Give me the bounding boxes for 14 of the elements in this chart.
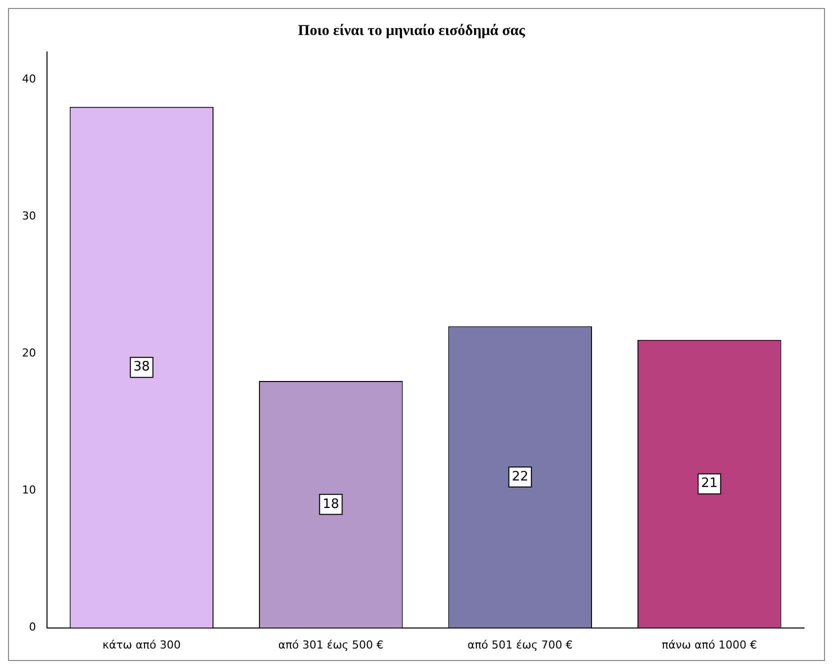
y-tick-label: 40 [22, 72, 36, 86]
y-tick-label: 10 [22, 484, 36, 497]
y-tick-label: 0 [28, 620, 36, 634]
x-tick-label: από 501 έως 700 € [468, 638, 573, 652]
y-tick-label: 30 [22, 209, 36, 222]
data-label: 21 [701, 476, 718, 492]
x-tick-label: κάτω από 300 [102, 638, 181, 652]
chart-title: Ποιο είναι το μηνιαίο εισόδημά σας [298, 22, 526, 39]
y-tick-label: 20 [22, 346, 36, 360]
x-tick-label: πάνω από 1000 € [662, 638, 758, 652]
data-label: 38 [133, 360, 150, 375]
data-label: 18 [322, 496, 340, 512]
data-label: 22 [512, 469, 528, 484]
x-tick-label: από 301 έως 500 € [278, 638, 384, 652]
